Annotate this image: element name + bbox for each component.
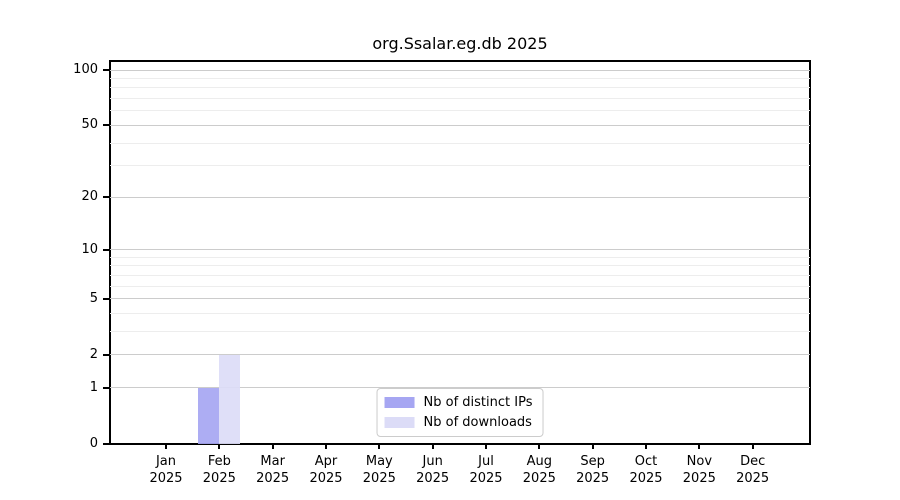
x-tick: [485, 444, 487, 449]
x-tick-label: Feb 2025: [179, 453, 259, 487]
major-gridline: [110, 249, 810, 251]
x-tick: [325, 444, 327, 449]
minor-gridline: [110, 98, 810, 100]
major-gridline: [110, 387, 810, 389]
x-tick: [698, 444, 701, 449]
legend: Nb of distinct IPs Nb of downloads: [376, 388, 544, 437]
y-tick-label: 5: [89, 290, 98, 306]
x-tick-year: 2025: [629, 471, 663, 486]
legend-swatch: [384, 397, 415, 408]
x-tick: [645, 444, 647, 449]
x-tick: [271, 444, 274, 449]
major-gridline: [110, 298, 810, 300]
minor-gridline: [110, 285, 810, 287]
x-tick-year: 2025: [522, 471, 556, 486]
x-tick: [165, 444, 167, 449]
legend-label: Nb of distinct IPs: [423, 395, 533, 410]
x-tick-label: Dec 2025: [713, 453, 793, 487]
x-tick-month: Apr: [314, 454, 338, 469]
bar-nb-of-downloads: [219, 354, 241, 444]
x-tick-month: Jan: [155, 454, 177, 469]
x-tick-label: Jul 2025: [446, 453, 526, 487]
major-gridline: [110, 69, 810, 71]
x-tick-year: 2025: [149, 471, 183, 486]
minor-gridline: [110, 165, 810, 167]
bar-nb-of-distinct-ips: [198, 387, 220, 444]
x-axis-spine: [109, 443, 811, 445]
legend-label: Nb of downloads: [423, 415, 532, 430]
legend-swatch: [384, 417, 415, 428]
y-tick-label: 10: [81, 241, 98, 257]
x-tick-year: 2025: [309, 471, 343, 486]
x-tick-year: 2025: [736, 471, 770, 486]
x-tick-label: Aug 2025: [499, 453, 579, 487]
x-tick-month: Feb: [207, 454, 231, 469]
legend-row: Nb of downloads: [384, 415, 533, 430]
x-tick-label: Mar 2025: [233, 453, 313, 487]
x-tick-month: Jul: [478, 454, 494, 469]
x-tick-year: 2025: [469, 471, 503, 486]
minor-gridline: [110, 313, 810, 315]
right-spine: [809, 60, 811, 445]
x-tick-month: Sep: [580, 454, 605, 469]
x-tick-label: Nov 2025: [659, 453, 739, 487]
x-tick: [431, 444, 434, 449]
x-tick-year: 2025: [682, 471, 716, 486]
y-tick: [103, 443, 110, 445]
y-tick-label: 0: [89, 436, 98, 451]
x-tick: [378, 444, 381, 449]
x-tick-label: Apr 2025: [286, 453, 366, 487]
x-tick-label: May 2025: [339, 453, 419, 487]
x-tick-month: May: [365, 454, 393, 469]
y-tick-label: 2: [89, 346, 98, 362]
legend-row: Nb of distinct IPs: [384, 395, 533, 410]
y-tick: [103, 297, 110, 300]
y-tick: [103, 386, 110, 389]
x-tick-label: Jun 2025: [393, 453, 473, 487]
minor-gridline: [110, 331, 810, 333]
minor-gridline: [110, 110, 810, 112]
x-tick-month: Mar: [260, 454, 285, 469]
y-tick: [103, 353, 110, 356]
x-tick-year: 2025: [416, 471, 450, 486]
x-tick-month: Nov: [686, 454, 713, 469]
x-tick: [751, 444, 754, 449]
x-tick: [591, 444, 594, 449]
chart-title: org.Ssalar.eg.db 2025: [372, 34, 548, 53]
y-tick-label: 20: [81, 189, 98, 205]
minor-gridline: [110, 142, 810, 144]
x-tick-label: Oct 2025: [606, 453, 686, 487]
minor-gridline: [110, 77, 810, 79]
x-tick-year: 2025: [256, 471, 290, 486]
minor-gridline: [110, 87, 810, 89]
x-tick-month: Dec: [740, 454, 766, 469]
x-tick-label: Jan 2025: [126, 453, 206, 487]
x-tick-month: Oct: [634, 454, 658, 469]
x-tick: [538, 444, 541, 449]
x-tick-year: 2025: [362, 471, 396, 486]
y-tick-label: 50: [81, 117, 98, 133]
y-tick: [103, 248, 110, 251]
x-tick-month: Aug: [526, 454, 553, 469]
x-tick-year: 2025: [576, 471, 610, 486]
top-spine: [109, 60, 811, 62]
y-tick: [103, 196, 110, 199]
y-axis-spine: [109, 60, 111, 445]
y-tick-label: 1: [89, 379, 98, 395]
minor-gridline: [110, 256, 810, 258]
x-tick-label: Sep 2025: [553, 453, 633, 487]
y-tick-label: 100: [73, 62, 98, 77]
major-gridline: [110, 354, 810, 356]
minor-gridline: [110, 274, 810, 276]
x-tick-year: 2025: [202, 471, 236, 486]
y-tick: [103, 124, 110, 127]
plot-area: Nb of distinct IPs Nb of downloads 0 1 2 5 10…: [73, 60, 811, 486]
major-gridline: [110, 196, 810, 198]
major-gridline: [110, 124, 810, 126]
x-tick-month: Jun: [422, 454, 443, 469]
x-tick: [218, 444, 221, 449]
y-tick: [103, 69, 110, 71]
minor-gridline: [110, 265, 810, 267]
